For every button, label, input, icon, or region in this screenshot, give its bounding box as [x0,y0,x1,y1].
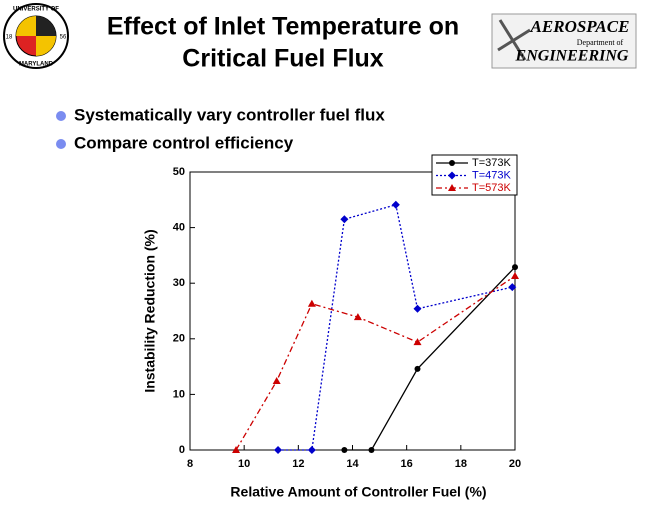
marker [448,171,456,180]
y-tick-label: 30 [173,277,185,289]
logo-text: AEROSPACE [530,17,630,36]
logo-text: UNIVERSITY OF [13,7,59,13]
title-line: Critical Fuel Flux [182,45,384,73]
y-tick-label: 40 [173,222,185,234]
x-axis-label: Relative Amount of Controller Fuel (%) [230,484,486,500]
bullet-dot [56,139,66,149]
x-tick-label: 8 [187,458,193,470]
x-tick-label: 18 [455,458,467,470]
marker [307,446,316,454]
x-tick-label: 20 [509,458,521,470]
legend-label: T=373K [472,157,511,169]
university-seal: UNIVERSITY OF MARYLAND 18 56 [3,3,69,69]
marker [307,299,316,307]
marker [232,446,241,453]
series-line [344,266,516,451]
marker [414,365,421,372]
bullet-text: Compare control efficiency [74,133,294,152]
legend-label: T=473K [472,169,511,181]
y-tick-label: 10 [173,388,185,400]
marker [448,184,456,191]
chart: 8 10 12 14 16 18 20 0 10 20 30 40 50 Relative Amount … [142,154,521,500]
marker [368,447,375,453]
marker [274,446,283,454]
marker [512,264,518,271]
bullet-dot [56,111,66,121]
aerospace-logo: AEROSPACE Department of ENGINEERING [491,13,637,69]
x-tick-label: 14 [346,458,359,470]
marker [353,313,362,321]
marker [340,215,349,224]
marker [272,377,281,385]
y-tick-label: 20 [173,333,185,345]
logo-text: ENGINEERING [515,48,629,65]
y-tick-label: 50 [173,166,185,178]
logo-text: 56 [60,35,67,41]
x-tick-label: 16 [401,458,413,470]
marker [341,447,348,453]
marker [508,283,517,292]
x-tick-label: 10 [238,458,250,470]
series-line [235,275,516,451]
marker [413,338,422,346]
x-tick-label: 12 [292,458,304,470]
marker [413,304,422,313]
logo-text: Department of [577,38,624,47]
bullet-text: Systematically vary controller fuel flux [74,105,385,124]
plot-frame [189,171,516,451]
y-tick-label: 0 [179,444,185,456]
series-line [278,203,513,451]
logo-text: 18 [6,35,13,41]
marker [391,200,400,209]
marker [449,160,455,166]
title-line: Effect of Inlet Temperature on [107,13,459,41]
logo-text: MARYLAND [19,62,54,68]
legend-label: T=573K [472,182,511,194]
marker [511,271,519,279]
y-axis-label: Instability Reduction (%) [142,229,158,392]
